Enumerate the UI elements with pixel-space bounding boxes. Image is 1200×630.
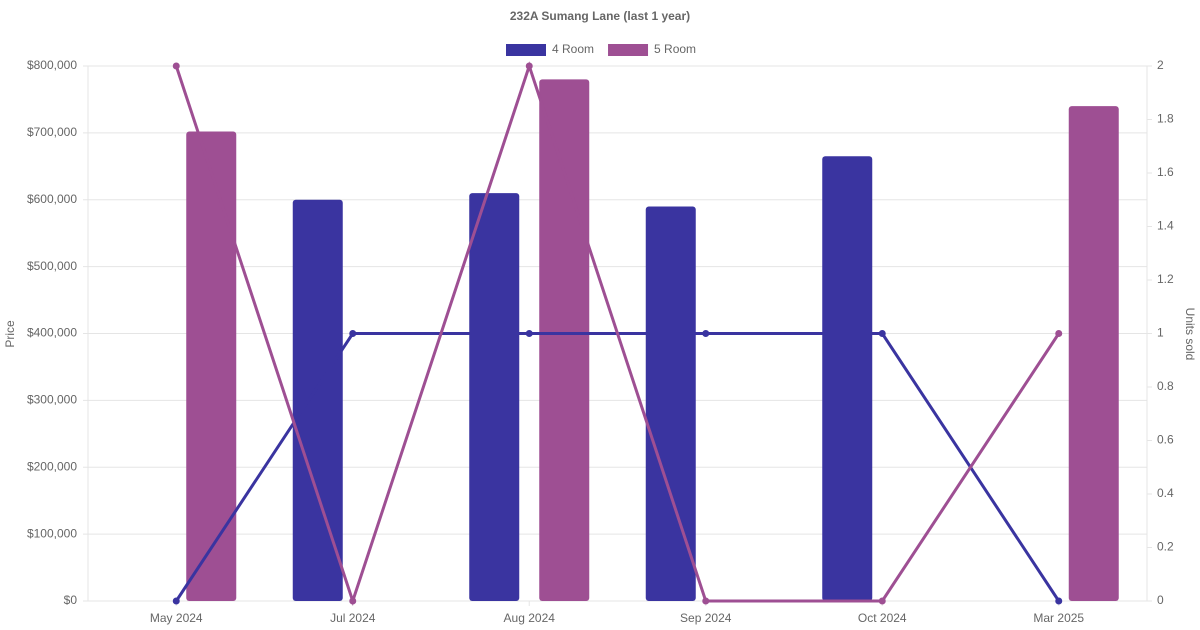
point (349, 330, 357, 337)
point (878, 330, 886, 337)
bar (822, 156, 873, 601)
y2-tick-label: 1 (1157, 326, 1164, 340)
y-tick-label: $200,000 (27, 459, 77, 473)
x-tick-label: Aug 2024 (504, 611, 556, 625)
y-tick-label: $500,000 (27, 259, 77, 273)
x-tick-label: Oct 2024 (858, 611, 907, 625)
y-tick-label: $0 (64, 593, 78, 607)
y2-tick-label: 1.2 (1157, 272, 1174, 286)
bar (539, 79, 590, 601)
y-axis-title: Price (3, 320, 17, 348)
point (525, 62, 533, 70)
y2-tick-label: 1.6 (1157, 165, 1174, 179)
y2-tick-label: 0 (1157, 593, 1164, 607)
legend-swatch (506, 44, 546, 56)
bar (469, 193, 520, 601)
legend-label: 4 Room (552, 42, 594, 56)
y-tick-label: $700,000 (27, 125, 77, 139)
bar (645, 206, 696, 601)
chart-title: 232A Sumang Lane (last 1 year) (510, 9, 690, 23)
y-tick-label: $300,000 (27, 393, 77, 407)
y2-tick-label: 1.4 (1157, 219, 1174, 233)
legend-swatch (608, 44, 649, 56)
point (172, 62, 180, 70)
y-tick-label: $100,000 (27, 526, 77, 540)
y-tick-label: $800,000 (27, 58, 77, 72)
point (1055, 597, 1063, 605)
point (349, 597, 357, 605)
point (525, 330, 533, 337)
x-tick-label: May 2024 (150, 611, 203, 625)
point (1055, 330, 1063, 337)
x-tick-label: Sep 2024 (680, 611, 732, 625)
bar (1068, 106, 1119, 601)
line (174, 61, 1061, 606)
point (878, 597, 886, 605)
y2-tick-label: 0.4 (1157, 486, 1174, 500)
y2-tick-label: 0.6 (1157, 433, 1174, 447)
y-tick-label: $600,000 (27, 192, 77, 206)
point (702, 597, 710, 605)
bar (186, 131, 237, 601)
point (172, 597, 180, 605)
y-tick-label: $400,000 (27, 326, 77, 340)
legend-label: 5 Room (654, 42, 696, 56)
x-tick-label: Jul 2024 (330, 611, 376, 625)
y2-axis-title: Units sold (1183, 308, 1197, 361)
y2-tick-label: 0.2 (1157, 540, 1174, 554)
y2-tick-label: 0.8 (1157, 379, 1174, 393)
bar (292, 199, 343, 601)
y2-tick-label: 1.8 (1157, 112, 1174, 126)
point (702, 330, 710, 337)
y2-tick-label: 2 (1157, 58, 1164, 72)
x-tick-label: Mar 2025 (1033, 611, 1084, 625)
